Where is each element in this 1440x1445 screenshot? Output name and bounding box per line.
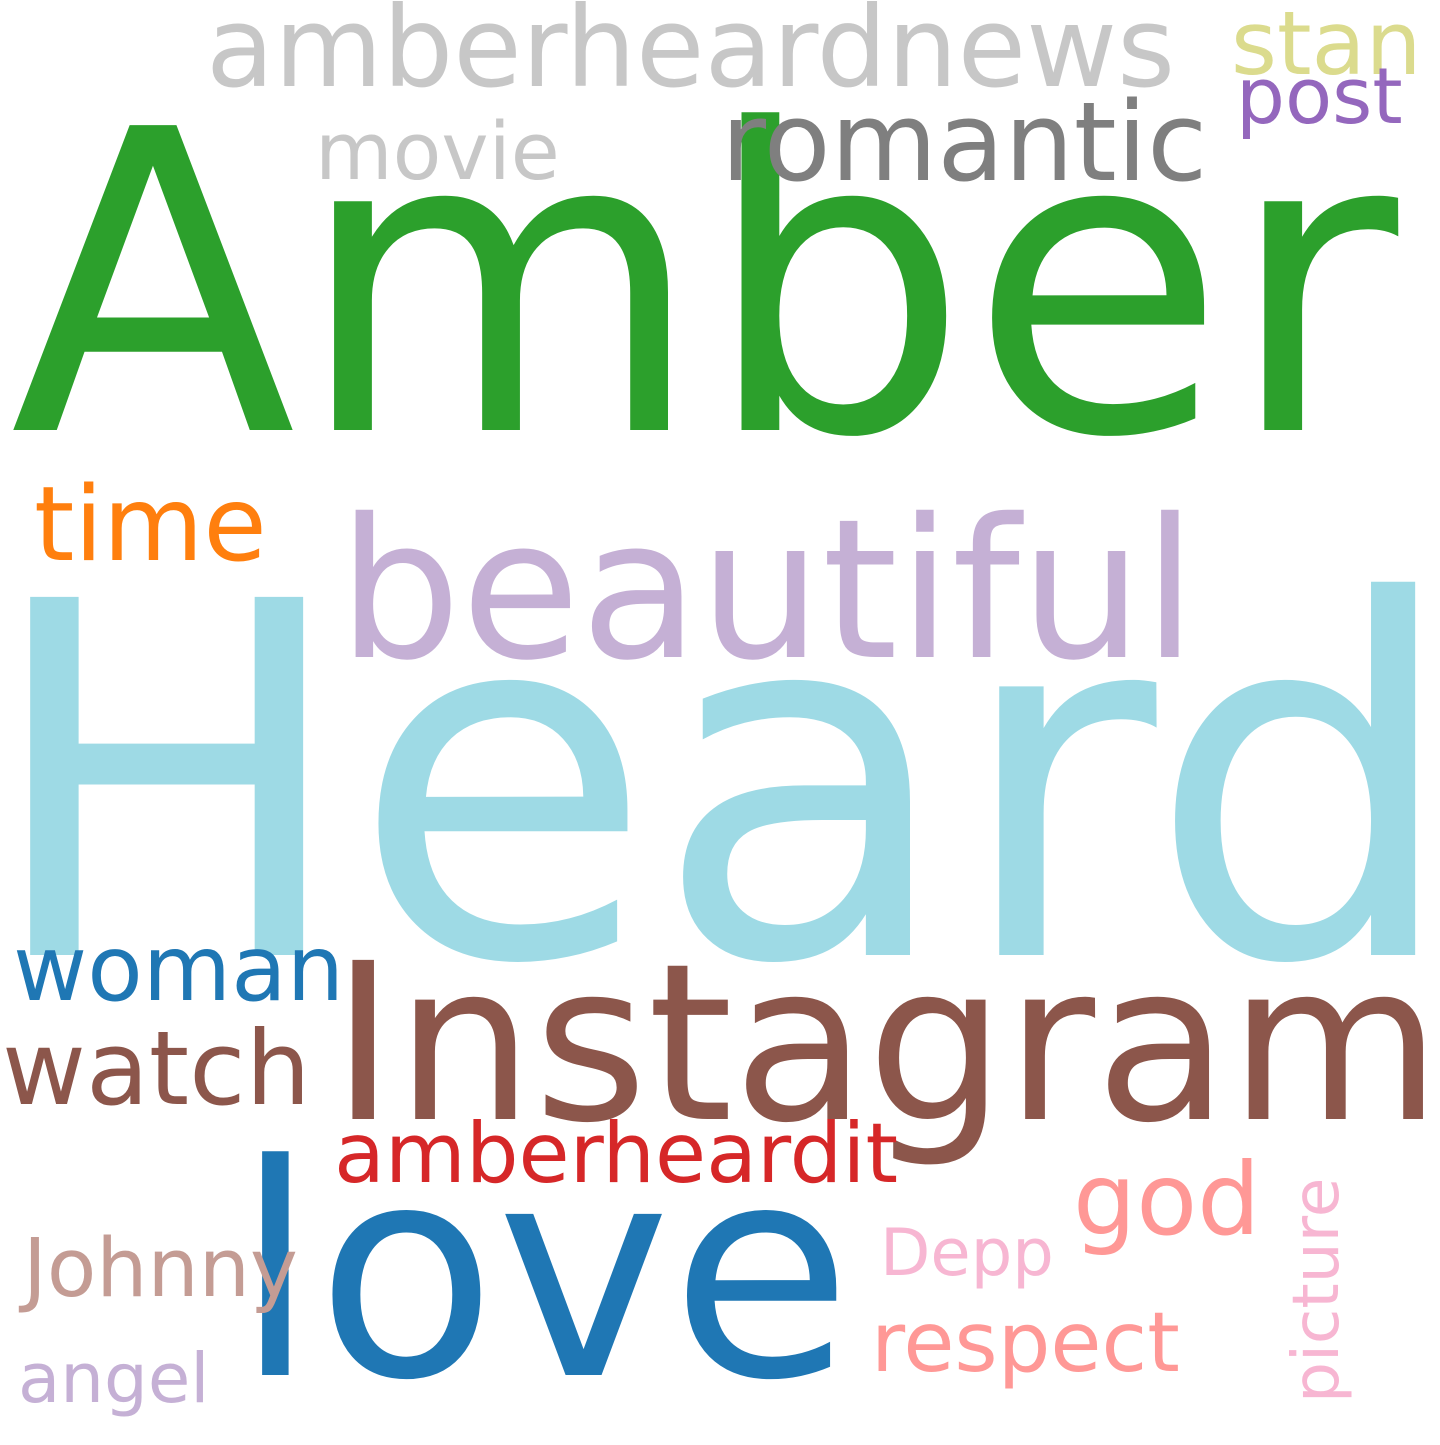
word-woman: woman — [13, 917, 345, 1023]
word-amberheardit: amberheardit — [334, 1104, 899, 1202]
word-love: love — [234, 1103, 852, 1445]
word-instagram: Instagram — [331, 916, 1440, 1171]
word-johnny: Johnny — [23, 1221, 298, 1316]
word-movie: movie — [315, 104, 560, 198]
word-picture: picture — [1279, 1177, 1355, 1404]
word-god: god — [1073, 1142, 1261, 1258]
word-amber: Amber — [10, 41, 1399, 529]
word-heard: Heard — [0, 499, 1440, 1072]
word-depp: Depp — [880, 1215, 1054, 1292]
word-respect: respect — [871, 1293, 1180, 1391]
word-post: post — [1236, 52, 1403, 143]
word-beautiful: beautiful — [338, 477, 1197, 704]
word-stan: stan — [1231, 0, 1422, 96]
word-watch: watch — [2, 1010, 311, 1130]
word-angel: angel — [18, 1339, 210, 1420]
word-time: time — [34, 465, 267, 586]
word-amberheardnews: amberheardnews — [206, 0, 1176, 113]
word-romantic: romantic — [721, 78, 1208, 207]
